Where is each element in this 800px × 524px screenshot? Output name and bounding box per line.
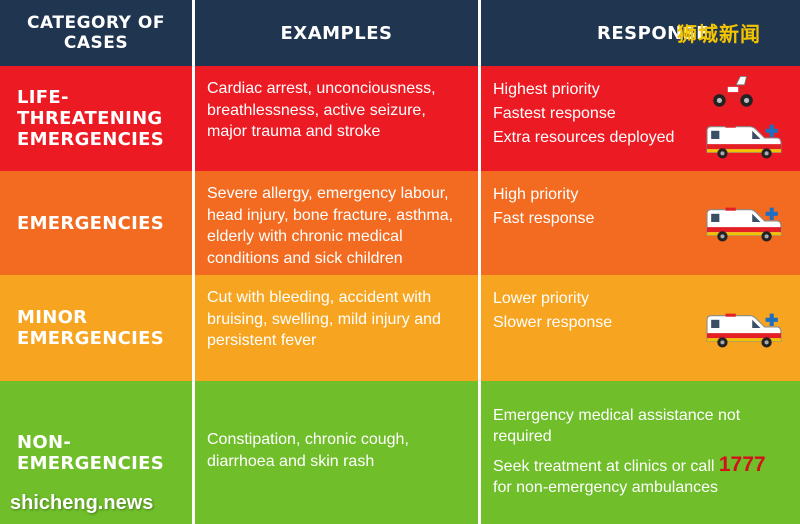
response-line: Slower response: [493, 314, 613, 331]
ambulance-icon: [705, 118, 783, 160]
response-non-emergencies: Emergency medical assistance not require…: [481, 381, 800, 524]
examples-non-emergencies: Constipation, chronic cough, diarrhoea a…: [195, 381, 481, 524]
ambulance-icon: [705, 307, 783, 349]
response-line-prefix: Seek treatment at clinics or call: [493, 458, 715, 475]
header-category-of-cases: CATEGORY OF CASES: [0, 0, 195, 66]
response-line: Extra resources deployed: [493, 129, 675, 146]
response-line: Lower priority: [493, 290, 590, 307]
header-response: RESPONSE: [481, 0, 800, 66]
ambulance-icon: [705, 201, 783, 243]
response-line: Fastest response: [493, 105, 616, 122]
watermark-bottom: shicheng.news: [10, 492, 154, 514]
category-non-emergencies: NON-EMERGENCIES: [0, 381, 195, 524]
response-line: Emergency medical assistance not require…: [493, 407, 741, 445]
response-line: Highest priority: [493, 81, 600, 98]
category-life-threatening: LIFE-THREATENING EMERGENCIES: [0, 66, 195, 171]
header-examples: EXAMPLES: [195, 0, 481, 66]
hotline-number: 1777: [718, 453, 766, 476]
examples-minor-emergencies: Cut with bleeding, accident with bruisin…: [195, 275, 481, 381]
examples-life-threatening: Cardiac arrest, unconciousness, breathle…: [195, 66, 481, 171]
category-minor-emergencies: MINOR EMERGENCIES: [0, 275, 195, 381]
response-emergencies: High priority Fast response: [481, 171, 800, 275]
response-minor-emergencies: Lower priority Slower response: [481, 275, 800, 381]
response-line: High priority: [493, 186, 579, 203]
motorcycle-icon: [709, 72, 757, 108]
response-life-threatening: Highest priority Fastest response Extra …: [481, 66, 800, 171]
response-line: Seek treatment at clinics or call 1777: [493, 454, 790, 477]
response-line: for non-emergency ambulances: [493, 479, 719, 496]
response-line: Fast response: [493, 210, 595, 227]
examples-emergencies: Severe allergy, emergency labour, head i…: [195, 171, 481, 275]
watermark-top: 狮城新闻: [677, 24, 761, 46]
category-emergencies: EMERGENCIES: [0, 171, 195, 275]
